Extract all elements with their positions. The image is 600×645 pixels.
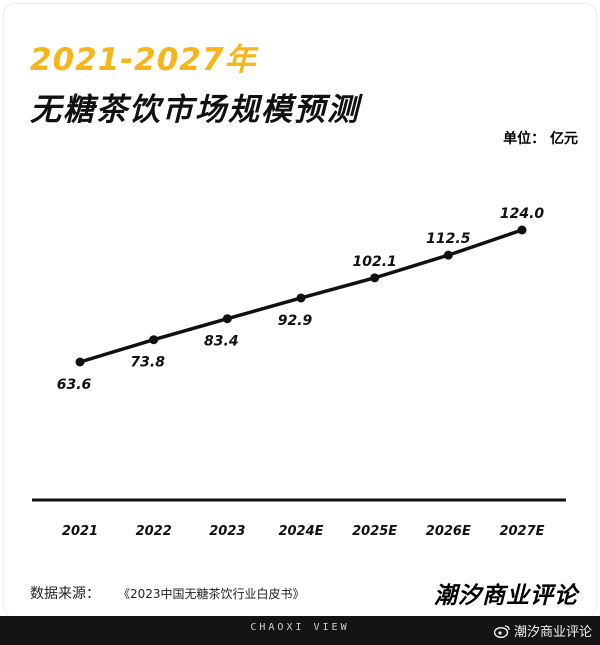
unit-label: 单位： 亿元 [503, 131, 578, 147]
data-label: 102.1 [353, 254, 397, 270]
data-point [443, 250, 453, 260]
series-layer: 63.6 73.8 83.4 92.9 102.1 112.5 124.0 [57, 206, 545, 393]
chart-title: 无糖茶饮市场规模预测 [30, 92, 360, 128]
data-point [75, 357, 85, 367]
data-label: 124.0 [500, 206, 545, 222]
watermark-label: 潮汐商业评论 [513, 625, 592, 640]
x-tick-label: 2024E [278, 524, 323, 539]
bottom-watermark-text: CHAOXI VIEW [250, 622, 350, 633]
x-tick-label: 2022 [136, 524, 172, 539]
weibo-icon [493, 624, 510, 638]
brand-logo-text: 潮汐商业评论 [434, 583, 578, 609]
x-tick-label: 2021 [62, 524, 98, 539]
data-point [149, 335, 159, 345]
source: 数据来源： 《2023中国无糖茶饮行业白皮书》 [30, 583, 305, 603]
source-label: 数据来源： [30, 586, 100, 602]
data-label: 92.9 [278, 313, 313, 329]
data-point [370, 273, 380, 283]
x-tick-label: 2025E [352, 524, 397, 539]
x-tick-labels: 2021 2022 2023 2024E 2025E 2026E 2027E [62, 524, 545, 539]
x-tick-label: 2027E [499, 524, 544, 539]
data-point [517, 225, 527, 235]
x-tick-label: 2026E [426, 524, 471, 539]
bottom-bar [0, 616, 600, 645]
line-chart: 63.6 73.8 83.4 92.9 102.1 112.5 124.0 2021 2022… [32, 206, 566, 539]
x-tick-label: 2023 [209, 524, 245, 539]
data-label: 83.4 [204, 334, 239, 350]
data-point [222, 314, 232, 324]
title-year: 2021-2027年 [30, 42, 257, 78]
data-label: 112.5 [426, 231, 471, 247]
data-point [296, 293, 306, 303]
data-label: 73.8 [130, 355, 165, 371]
source-citation: 《2023中国无糖茶饮行业白皮书》 [124, 587, 305, 601]
data-label: 63.6 [57, 377, 92, 393]
card [4, 4, 596, 616]
weibo-watermark: 潮汐商业评论 [493, 621, 592, 640]
